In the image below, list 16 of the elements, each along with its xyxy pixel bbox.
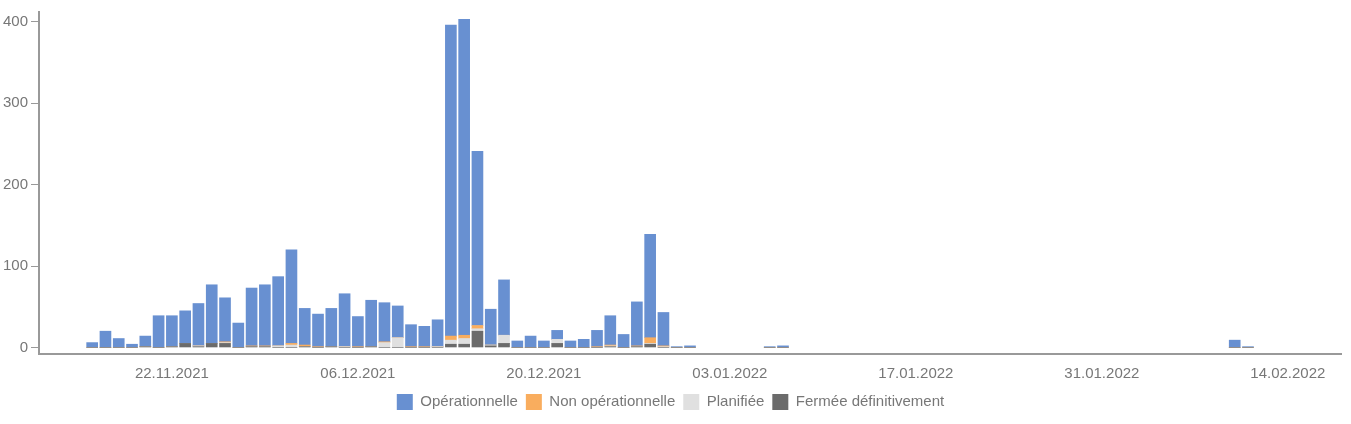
y-tick-label: 300: [3, 93, 29, 111]
legend-label: Opérationnelle: [420, 392, 518, 410]
legend-label: Non opérationnelle: [549, 392, 676, 410]
y-tick-label: 0: [19, 337, 29, 355]
x-tick-label: 22.11.2021: [134, 364, 209, 382]
x-tick-label: 14.02.2022: [1250, 364, 1326, 382]
y-tick-label: 400: [3, 11, 29, 29]
x-tick-label: 03.01.2022: [692, 364, 768, 382]
legend-label: Fermée définitivement: [795, 392, 946, 410]
x-tick-label: 31.01.2022: [1064, 364, 1140, 382]
x-tick-label: 17.01.2022: [878, 364, 954, 382]
legend-label: Planifiée: [706, 392, 765, 410]
y-tick-label: 100: [3, 256, 29, 274]
y-tick-label: 200: [3, 174, 29, 192]
x-tick-label: 06.12.2021: [320, 364, 396, 382]
x-tick-label: 20.12.2021: [506, 364, 582, 382]
